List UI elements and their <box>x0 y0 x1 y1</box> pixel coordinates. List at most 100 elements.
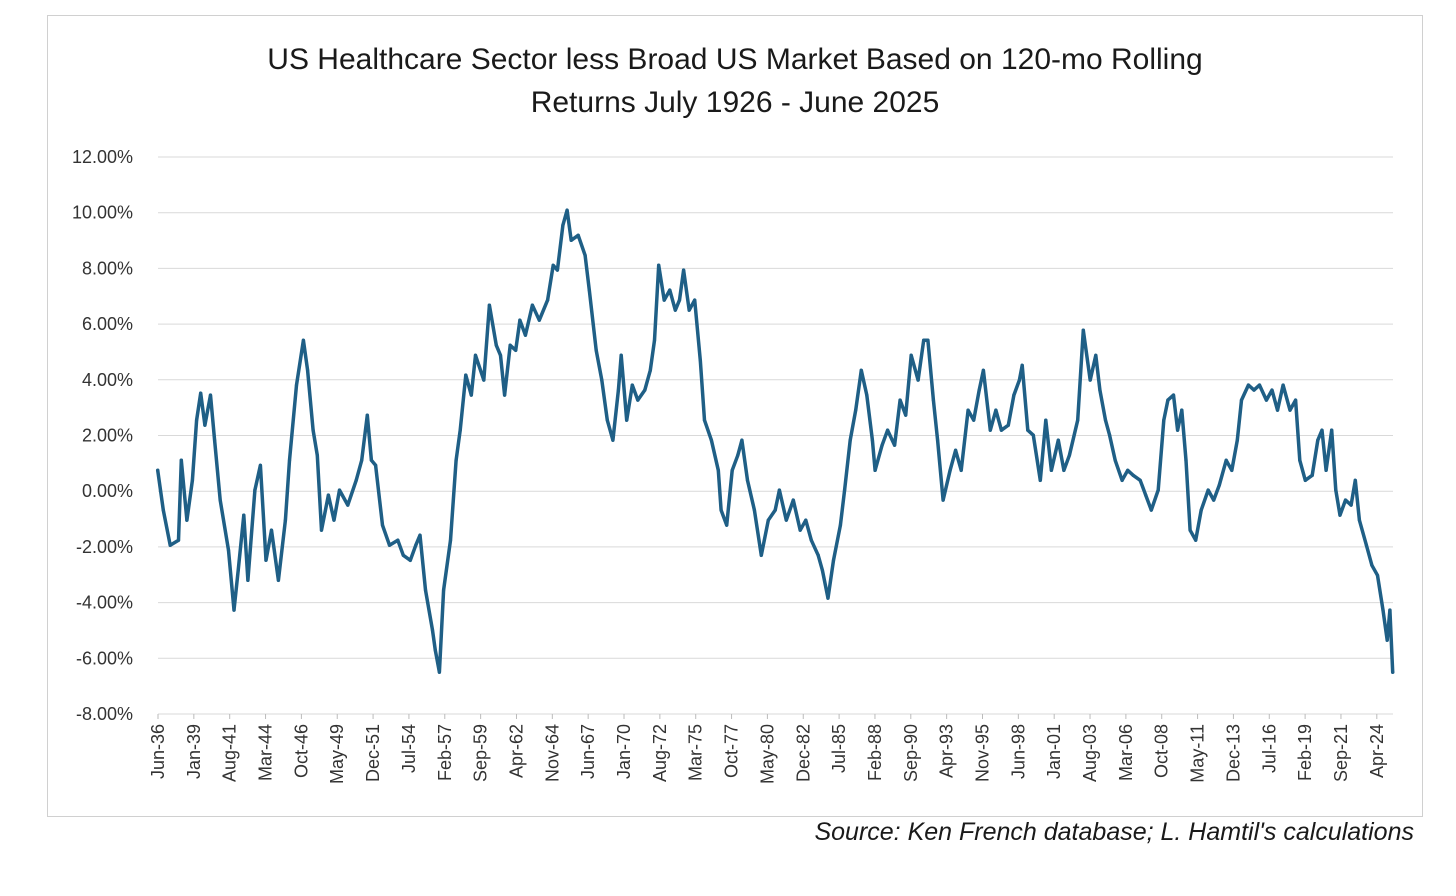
data-point <box>1343 498 1348 502</box>
data-point <box>1131 473 1135 477</box>
data-point <box>981 368 985 372</box>
data-point <box>1006 423 1010 427</box>
x-tick-label: Oct-08 <box>1152 724 1172 778</box>
data-point <box>1264 398 1269 402</box>
data-point <box>745 478 750 482</box>
data-point <box>698 358 702 362</box>
data-point <box>941 498 945 502</box>
data-point <box>1076 418 1080 422</box>
data-point <box>687 308 691 312</box>
x-tick-label: May-80 <box>757 724 777 784</box>
data-point <box>380 523 385 527</box>
source-note: Source: Ken French database; L. Hamtil's… <box>814 818 1414 846</box>
data-point <box>1298 458 1302 462</box>
data-point <box>1330 428 1334 432</box>
data-point <box>226 548 231 552</box>
data-point <box>709 438 713 442</box>
data-point <box>360 458 364 462</box>
data-point <box>1275 408 1280 412</box>
x-tick-label: Feb-88 <box>865 724 885 781</box>
data-point <box>1349 503 1353 507</box>
data-point <box>1370 563 1374 567</box>
data-point <box>1310 473 1314 477</box>
data-point <box>1338 513 1342 517</box>
data-point <box>1113 458 1117 462</box>
data-point <box>1353 478 1357 482</box>
x-tick-label: Aug-41 <box>220 724 240 782</box>
data-point <box>648 368 652 372</box>
data-point <box>1081 328 1085 332</box>
data-point <box>673 308 677 312</box>
data-point <box>487 303 491 307</box>
data-point <box>537 318 541 322</box>
data-point <box>258 463 263 467</box>
data-point <box>873 468 877 472</box>
data-point <box>569 238 573 242</box>
data-point <box>1026 428 1030 432</box>
data-point <box>185 518 189 522</box>
data-point <box>1138 478 1142 482</box>
data-point <box>725 523 729 527</box>
data-point <box>1385 638 1389 642</box>
data-point <box>414 543 418 547</box>
data-point <box>365 413 369 417</box>
data-point <box>1194 538 1198 542</box>
data-point <box>1239 398 1244 402</box>
data-point <box>301 338 306 342</box>
data-point <box>1246 383 1251 387</box>
data-point <box>1094 353 1098 357</box>
data-point <box>199 391 203 395</box>
data-point <box>1062 468 1066 472</box>
data-point <box>583 253 587 257</box>
data-point <box>161 508 165 512</box>
x-tick-label: Apr-62 <box>506 724 526 778</box>
data-point <box>208 393 213 397</box>
data-point <box>213 438 217 442</box>
data-point <box>977 388 981 392</box>
data-point <box>935 438 940 442</box>
data-point <box>766 518 770 522</box>
data-point <box>1357 518 1362 522</box>
data-point <box>843 488 847 492</box>
data-point <box>820 568 825 572</box>
data-point <box>816 553 820 557</box>
data-point <box>1156 488 1160 492</box>
data-point <box>1126 468 1130 472</box>
data-point <box>657 263 661 267</box>
data-point <box>605 418 609 422</box>
data-point <box>1381 608 1385 612</box>
data-point <box>1180 408 1184 412</box>
y-tick-label: 6.00% <box>82 314 133 334</box>
data-point <box>1334 488 1338 492</box>
data-point <box>203 423 207 427</box>
data-point <box>1166 398 1170 402</box>
data-point <box>931 398 936 402</box>
x-tick-label: Sep-21 <box>1331 724 1351 782</box>
data-point <box>565 208 569 212</box>
data-point <box>740 438 744 442</box>
data-point <box>332 518 336 522</box>
data-point <box>838 523 843 527</box>
chart-title-line2: Returns July 1926 - June 2025 <box>530 86 940 119</box>
data-point <box>194 418 199 422</box>
y-tick-label: 2.00% <box>82 426 133 446</box>
data-point <box>287 458 292 462</box>
data-point <box>454 458 458 462</box>
data-point <box>1212 498 1216 502</box>
data-point <box>759 553 763 557</box>
data-point <box>482 378 486 382</box>
chart-frame <box>47 15 1423 817</box>
data-point <box>232 608 236 612</box>
data-point <box>1067 453 1072 457</box>
data-point <box>373 463 378 467</box>
data-point <box>168 543 172 547</box>
data-point <box>999 428 1004 432</box>
data-point <box>1184 458 1188 462</box>
x-tick-label: Jul-54 <box>399 724 419 773</box>
data-point <box>831 558 836 562</box>
data-point <box>1171 393 1176 397</box>
data-point <box>909 353 913 357</box>
data-point <box>652 338 657 342</box>
data-point <box>916 378 920 382</box>
data-point <box>269 528 274 532</box>
